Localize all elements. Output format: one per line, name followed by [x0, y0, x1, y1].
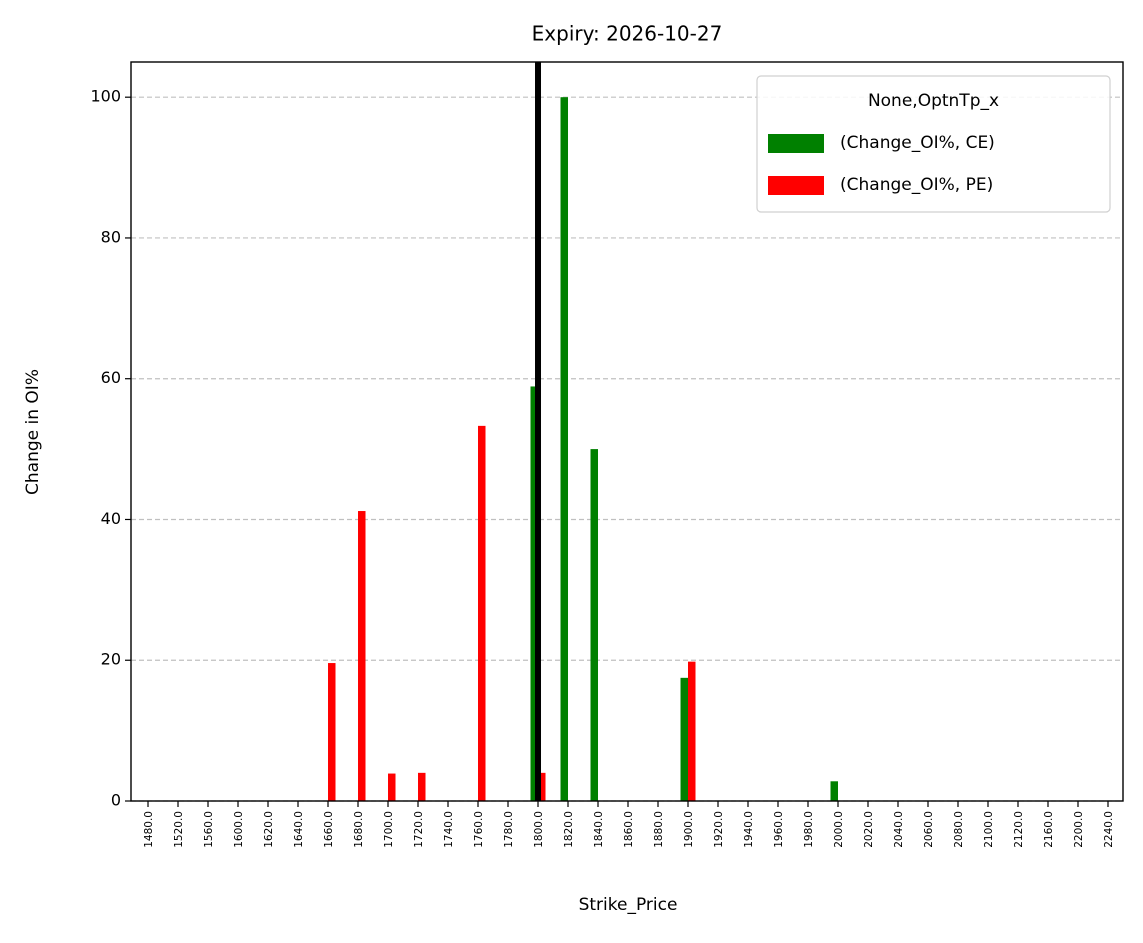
x-tick-label: 1940.0 — [743, 811, 755, 848]
x-tick-label: 1560.0 — [203, 811, 215, 848]
x-tick-label: 1740.0 — [443, 811, 455, 848]
bar — [328, 663, 336, 801]
x-tick-label: 2000.0 — [833, 811, 845, 848]
x-tick-label: 2100.0 — [983, 811, 995, 848]
x-tick-label: 2160.0 — [1043, 811, 1055, 848]
bar — [530, 386, 539, 801]
bar — [388, 773, 396, 801]
bar — [830, 781, 839, 801]
x-tick-label: 1480.0 — [143, 811, 155, 848]
bar — [560, 97, 569, 801]
x-tick-label: 1820.0 — [563, 811, 575, 848]
x-tick-label: 2080.0 — [953, 811, 965, 848]
x-tick-label: 1640.0 — [293, 811, 305, 848]
x-tick-label: 2040.0 — [893, 811, 905, 848]
legend-title: None,OptnTp_x — [868, 91, 999, 111]
x-tick-label: 1920.0 — [713, 811, 725, 848]
x-tick-label: 2020.0 — [863, 811, 875, 848]
legend-swatch — [768, 176, 824, 195]
x-tick-label: 2060.0 — [923, 811, 935, 848]
x-tick-label: 1800.0 — [533, 811, 545, 848]
chart-title: Expiry: 2026-10-27 — [532, 22, 723, 46]
x-tick-label: 1680.0 — [353, 811, 365, 848]
y-tick-label: 40 — [101, 509, 121, 528]
bar — [478, 425, 486, 801]
legend-label: (Change_OI%, CE) — [840, 133, 995, 153]
y-tick-label: 0 — [111, 791, 121, 810]
bar — [688, 661, 696, 801]
x-tick-label: 1660.0 — [323, 811, 335, 848]
x-tick-label: 1780.0 — [503, 811, 515, 848]
x-tick-label: 2240.0 — [1103, 811, 1115, 848]
x-tick-label: 1880.0 — [653, 811, 665, 848]
x-tick-label: 1600.0 — [233, 811, 245, 848]
bar — [590, 449, 599, 801]
bar — [418, 772, 426, 801]
y-axis-label: Change in OI% — [23, 369, 43, 495]
x-tick-label: 1960.0 — [773, 811, 785, 848]
x-tick-label: 2120.0 — [1013, 811, 1025, 848]
legend-label: (Change_OI%, PE) — [840, 175, 993, 195]
x-tick-label: 1700.0 — [383, 811, 395, 848]
x-tick-label: 1900.0 — [683, 811, 695, 848]
x-tick-label: 1520.0 — [173, 811, 185, 848]
plot-frame — [130, 61, 1124, 802]
x-tick-label: 1720.0 — [413, 811, 425, 848]
bar — [358, 511, 366, 801]
y-tick-label: 20 — [101, 650, 121, 669]
x-tick-label: 1840.0 — [593, 811, 605, 848]
legend-swatch — [768, 134, 824, 153]
y-tick-label: 60 — [101, 368, 121, 387]
legend-box — [756, 75, 1111, 213]
x-axis-label: Strike_Price — [579, 895, 678, 915]
x-tick-label: 1760.0 — [473, 811, 485, 848]
x-tick-label: 1620.0 — [263, 811, 275, 848]
y-tick-label: 80 — [101, 227, 121, 246]
x-tick-label: 1860.0 — [623, 811, 635, 848]
bar — [680, 677, 689, 801]
x-tick-label: 1980.0 — [803, 811, 815, 848]
bar — [538, 772, 546, 801]
y-tick-label: 100 — [90, 87, 121, 106]
x-tick-label: 2200.0 — [1073, 811, 1085, 848]
